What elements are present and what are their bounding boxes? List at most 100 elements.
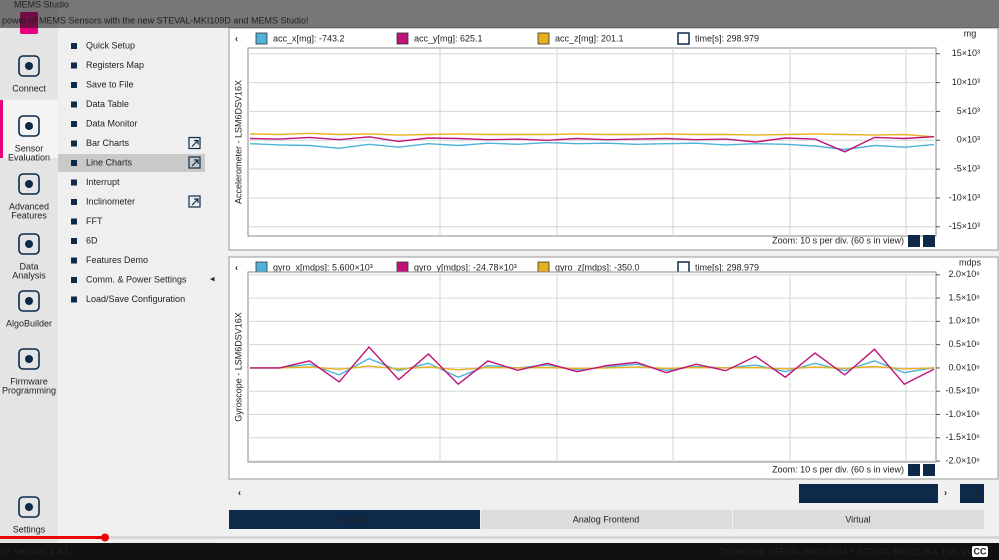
y-tick-label: 5×10³ <box>957 106 980 116</box>
cc-label: CC <box>974 546 987 556</box>
menu-item[interactable]: Data Table <box>86 99 129 109</box>
zoom-label: Zoom: 10 s per div. (60 s in view) <box>772 235 904 245</box>
external-arrow <box>191 139 199 147</box>
scroll-thumb[interactable] <box>799 484 938 503</box>
time-label: time[s]: 298.979 <box>695 33 759 43</box>
menu-item[interactable]: Bar Charts <box>86 138 130 148</box>
sensor-label: Accelerometer - LSM6DSV16X <box>233 80 243 204</box>
version: Version: 1.4.1 <box>14 546 69 556</box>
progress-handle[interactable] <box>101 533 109 542</box>
y-tick-label: -1.0×10⁶ <box>946 409 981 419</box>
menu-item[interactable]: Comm. & Power Settings <box>86 274 187 284</box>
external-icon[interactable] <box>188 156 201 169</box>
zoom-button-icon: - <box>928 236 931 246</box>
legend-swatch[interactable] <box>537 261 550 274</box>
tab-label[interactable]: Motion <box>340 514 367 524</box>
menu-item[interactable]: 6D <box>86 235 98 245</box>
nav-icon-dot <box>25 240 33 248</box>
progress-played <box>0 536 105 539</box>
menu-bullet <box>71 179 77 186</box>
menu-bullet <box>71 121 77 127</box>
menu-item[interactable]: Save to File <box>86 79 134 89</box>
nav-label[interactable]: Firmware <box>10 376 48 386</box>
nav-label[interactable]: AlgoBuilder <box>6 318 52 328</box>
legend-label: gyro_z[mdps]: -350.0 <box>555 262 640 272</box>
time-label: time[s]: 298.979 <box>695 262 759 272</box>
nav-bar <box>0 0 58 545</box>
unit-label: mdps <box>959 257 982 267</box>
menu-bullet <box>71 140 77 147</box>
nav-icon[interactable] <box>18 233 40 255</box>
legend-swatch[interactable] <box>255 261 268 274</box>
unit-label: mg <box>964 28 977 38</box>
nav-label[interactable]: Evaluation <box>8 152 50 162</box>
nav-icon[interactable] <box>18 55 40 77</box>
video-overlay <box>0 0 999 28</box>
menu-panel <box>58 28 216 545</box>
tab-label[interactable]: Analog Frontend <box>573 514 640 524</box>
menu-item[interactable]: Features Demo <box>86 255 148 265</box>
external-icon[interactable] <box>188 195 201 208</box>
tab[interactable] <box>229 510 480 529</box>
progress-track[interactable] <box>0 536 999 539</box>
nav-label[interactable]: Advanced <box>9 201 49 211</box>
menu-item[interactable]: Line Charts <box>86 157 133 167</box>
nav-icon[interactable] <box>18 496 40 518</box>
nav-icon-dot <box>25 503 33 511</box>
menu-item[interactable]: Load/Save Configuration <box>86 294 185 304</box>
menu-bullet <box>71 101 77 108</box>
menu-item[interactable]: FFT <box>86 216 103 226</box>
time-swatch <box>677 32 690 45</box>
zoom-button-icon: + <box>911 465 916 475</box>
scroll-left[interactable]: ‹ <box>238 487 241 497</box>
menu-item[interactable]: Registers Map <box>86 60 144 70</box>
nav-label[interactable]: Analysis <box>12 270 46 280</box>
zoom-button[interactable] <box>908 235 920 247</box>
nav-label[interactable]: Connect <box>12 83 46 93</box>
cc-button[interactable] <box>972 546 988 557</box>
y-tick-label: -5×10³ <box>954 163 980 173</box>
zoom-button[interactable] <box>923 464 935 476</box>
video-time: 08 <box>0 546 10 556</box>
nav-icon[interactable] <box>18 290 40 312</box>
collapse-arrow[interactable]: ◂ <box>210 273 215 283</box>
zoom-button[interactable] <box>908 464 920 476</box>
charts: ‹ acc_x[mg]: -743.2 acc_y[mg]: 625.1 acc_z[… <box>228 27 999 480</box>
nav-label[interactable]: Settings <box>13 524 46 534</box>
scroll-right[interactable]: › <box>944 487 947 497</box>
menu-bullet <box>71 257 77 264</box>
nav-icon[interactable] <box>18 115 40 137</box>
nav-label[interactable]: Sensor <box>15 143 44 153</box>
legend-swatch[interactable] <box>396 32 409 45</box>
menu-item[interactable]: Inclinometer <box>86 196 135 206</box>
tab-label[interactable]: Virtual <box>845 514 870 524</box>
y-tick-label: 1.0×10⁶ <box>949 316 981 326</box>
video-title: power of MEMS Sensors with the new STEVA… <box>2 15 308 25</box>
legend-swatch[interactable] <box>396 261 409 274</box>
nav-label[interactable]: Data <box>19 261 38 271</box>
y-tick-label: 0×10³ <box>957 135 980 145</box>
zoom-button[interactable] <box>923 235 935 247</box>
menu-bullet <box>71 160 77 166</box>
external-icon[interactable] <box>188 136 201 150</box>
menu-item[interactable]: Quick Setup <box>86 40 135 50</box>
nav-label[interactable]: Programming <box>2 385 56 395</box>
menu-item[interactable]: Data Monitor <box>86 118 138 128</box>
nav-icon-dot <box>25 355 33 363</box>
chart-back[interactable]: ‹ <box>235 262 238 272</box>
external-arrow <box>191 198 199 206</box>
nav-icon[interactable] <box>18 348 40 370</box>
chart-back[interactable]: ‹ <box>235 33 238 43</box>
scroll-end-button[interactable] <box>960 484 984 503</box>
nav-icon[interactable] <box>18 173 40 195</box>
menu-item[interactable]: Interrupt <box>86 177 120 187</box>
tab[interactable] <box>481 510 732 529</box>
nav-label[interactable]: Features <box>11 210 47 220</box>
status-bar <box>0 543 999 560</box>
y-tick-label: -1.5×10⁶ <box>946 432 981 442</box>
tab[interactable] <box>733 510 984 529</box>
legend-swatch[interactable] <box>255 32 268 45</box>
legend-swatch[interactable] <box>537 32 550 45</box>
